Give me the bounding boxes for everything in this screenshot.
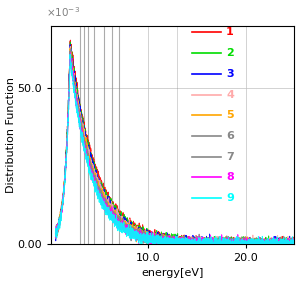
Text: 8: 8: [226, 172, 234, 182]
Y-axis label: Distribution Function: Distribution Function: [6, 77, 16, 193]
Text: 6: 6: [226, 131, 234, 141]
Text: 9: 9: [226, 193, 234, 203]
Text: 4: 4: [226, 89, 234, 100]
Text: 7: 7: [226, 152, 234, 162]
Text: 3: 3: [226, 69, 234, 79]
Text: 2: 2: [226, 48, 234, 58]
Text: 1: 1: [226, 28, 234, 37]
X-axis label: energy[eV]: energy[eV]: [141, 268, 204, 278]
Text: 5: 5: [226, 110, 234, 120]
Text: $\times 10^{-3}$: $\times 10^{-3}$: [46, 6, 80, 19]
